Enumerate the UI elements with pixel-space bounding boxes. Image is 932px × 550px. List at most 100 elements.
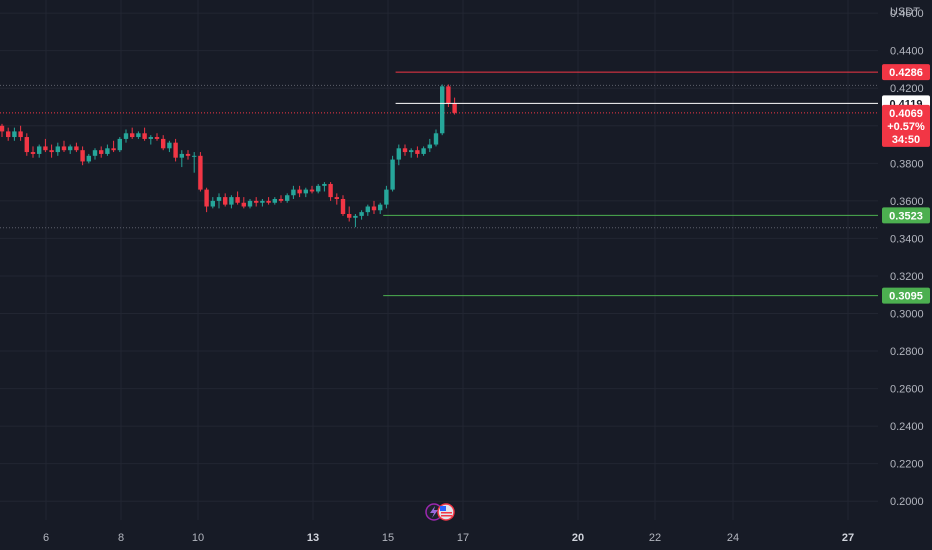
candle-body[interactable]: [278, 198, 284, 201]
candle-countdown-label: 34:50: [892, 134, 920, 146]
candle-body[interactable]: [440, 86, 445, 134]
candle-body[interactable]: [285, 195, 290, 201]
time-tick-label: 24: [727, 532, 739, 544]
candle-body[interactable]: [309, 189, 315, 192]
price-axis[interactable]: 0.46000.44000.42000.40000.38000.36000.34…: [890, 8, 924, 508]
candle-body[interactable]: [123, 133, 129, 139]
candle-body[interactable]: [0, 125, 5, 132]
candle-body[interactable]: [409, 150, 414, 153]
candle-body[interactable]: [216, 197, 222, 201]
candle-body[interactable]: [154, 137, 160, 139]
price-tick-label: 0.3800: [890, 158, 924, 170]
candle-body[interactable]: [179, 153, 184, 158]
candle-body[interactable]: [80, 150, 85, 162]
candle-body[interactable]: [6, 131, 11, 138]
candle-body[interactable]: [136, 133, 141, 138]
candle-body[interactable]: [235, 197, 240, 203]
candle-body[interactable]: [384, 189, 389, 205]
time-tick-label: 10: [192, 532, 204, 544]
resistance-price-label: 0.4286: [889, 67, 923, 79]
candle-body[interactable]: [396, 148, 401, 160]
candle-body[interactable]: [24, 137, 29, 153]
candle-body[interactable]: [43, 146, 48, 151]
candle-body[interactable]: [229, 197, 234, 205]
candle-body[interactable]: [347, 214, 352, 218]
candle-body[interactable]: [322, 183, 327, 186]
candle-body[interactable]: [86, 155, 91, 162]
candle-body[interactable]: [185, 153, 191, 156]
candle-body[interactable]: [316, 185, 321, 192]
candle-body[interactable]: [433, 133, 439, 145]
candle-body[interactable]: [340, 198, 346, 215]
candle-body[interactable]: [272, 198, 277, 203]
candle-body[interactable]: [61, 146, 67, 151]
candle-body[interactable]: [291, 189, 296, 196]
time-tick-label: 22: [649, 532, 661, 544]
events-icons[interactable]: [425, 503, 455, 521]
candle-body[interactable]: [427, 144, 432, 149]
candle-body[interactable]: [130, 133, 135, 138]
candle-body[interactable]: [421, 148, 426, 154]
candle-body[interactable]: [241, 202, 246, 207]
candle-body[interactable]: [223, 197, 228, 205]
candle-body[interactable]: [402, 148, 408, 153]
flag-canton: [440, 506, 446, 511]
price-tick-label: 0.3400: [890, 233, 924, 245]
candle-body[interactable]: [371, 206, 377, 211]
candle-body[interactable]: [378, 204, 383, 211]
candle-body[interactable]: [303, 189, 308, 194]
price-tick-label: 0.2200: [890, 459, 924, 471]
candle-body[interactable]: [167, 142, 172, 149]
candle-body[interactable]: [452, 103, 457, 113]
candle-body[interactable]: [198, 155, 203, 190]
candle-body[interactable]: [148, 137, 153, 139]
candle-body[interactable]: [359, 212, 364, 216]
candle-body[interactable]: [328, 183, 333, 198]
candle-body[interactable]: [68, 146, 73, 151]
candle-body[interactable]: [260, 200, 265, 203]
candle-body[interactable]: [111, 148, 116, 151]
time-tick-label: 20: [572, 532, 584, 544]
time-axis[interactable]: 6 8 10 13 15 17 20 22 24 27: [43, 532, 854, 544]
candle-body[interactable]: [192, 155, 197, 157]
candle-body[interactable]: [266, 200, 271, 203]
candle-body[interactable]: [55, 146, 60, 153]
candle-body[interactable]: [415, 150, 420, 154]
support-upper-price-label: 0.3523: [889, 210, 923, 222]
price-tick-label: 0.2600: [890, 384, 924, 396]
time-tick-label: 17: [457, 532, 469, 544]
candle-body[interactable]: [297, 189, 302, 194]
price-tick-label: 0.4600: [890, 8, 924, 20]
candle-body[interactable]: [30, 152, 36, 154]
candle-body[interactable]: [210, 200, 215, 207]
candle-body[interactable]: [161, 138, 166, 149]
candle-body[interactable]: [18, 131, 23, 138]
current-price-label: 0.4069: [889, 108, 923, 120]
candle-body[interactable]: [105, 148, 110, 154]
horizontal-level-lines[interactable]: [383, 71, 878, 297]
candle-body[interactable]: [74, 146, 79, 151]
flag-stripe: [441, 515, 452, 517]
price-tick-label: 0.4400: [890, 46, 924, 58]
candle-body[interactable]: [173, 142, 178, 158]
candle-body[interactable]: [254, 200, 259, 203]
candle-body[interactable]: [142, 133, 147, 139]
candle-body[interactable]: [334, 197, 339, 199]
candle-body[interactable]: [37, 146, 42, 154]
candle-body[interactable]: [204, 189, 209, 207]
candles[interactable]: [0, 84, 457, 228]
candle-body[interactable]: [12, 131, 17, 138]
candle-body[interactable]: [390, 159, 395, 190]
candle-body[interactable]: [117, 138, 122, 151]
candle-body[interactable]: [49, 150, 54, 153]
candle-body[interactable]: [99, 150, 104, 154]
candle-body[interactable]: [92, 150, 98, 156]
candle-body[interactable]: [353, 215, 358, 218]
candle-body[interactable]: [247, 200, 253, 207]
candle-body[interactable]: [365, 206, 370, 213]
candle-body[interactable]: [446, 86, 451, 104]
dotted-price-lines: [0, 84, 878, 229]
price-tick-label: 0.4200: [890, 83, 924, 95]
